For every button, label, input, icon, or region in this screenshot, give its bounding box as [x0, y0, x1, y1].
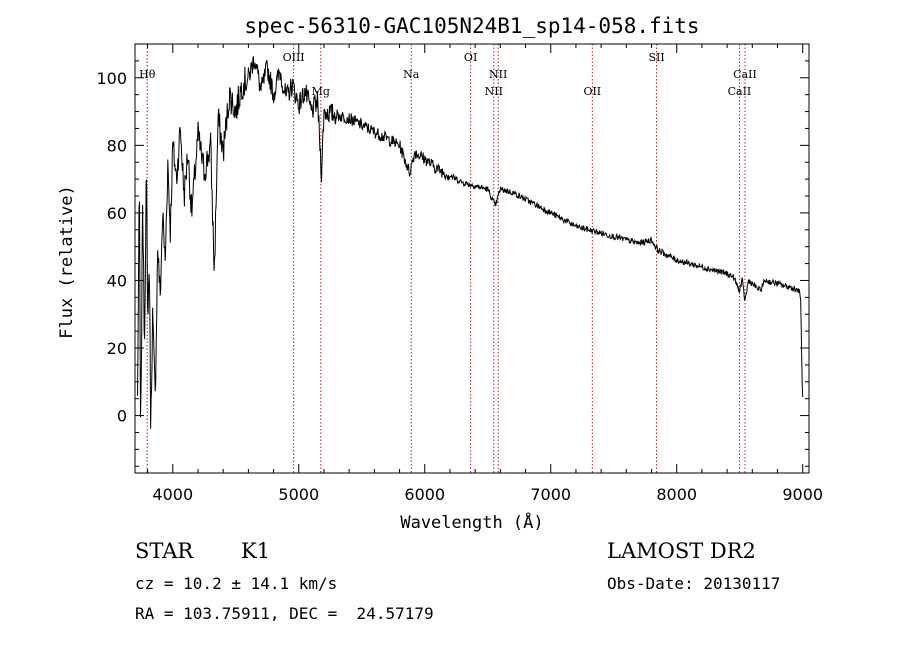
line-label: NII [485, 85, 503, 98]
line-label: CaII [728, 85, 752, 98]
x-tick-label: 6000 [404, 485, 445, 504]
line-label: Hθ [139, 68, 156, 81]
x-tick-label: 4000 [152, 485, 193, 504]
chart-title: spec-56310-GAC105N24B1_sp14-058.fits [244, 14, 699, 38]
x-tick-label: 8000 [656, 485, 697, 504]
object-subclass: K1 [241, 539, 271, 563]
x-tick-label: 7000 [530, 485, 571, 504]
axis-ticks: 4000 5000 6000 7000 8000 9000 0 20 40 60 80 100 [96, 43, 823, 504]
x-tick-label: 5000 [278, 485, 319, 504]
spectral-line-markers: Hθ OIII Mg Na OI NII NII OII SII CaII CaII [139, 44, 757, 473]
x-axis-label: Wavelength (Å) [400, 511, 543, 533]
observation-date: Obs-Date: 20130117 [607, 574, 781, 593]
line-label: OI [464, 51, 477, 64]
y-axis-label: Flux (relative) [57, 185, 77, 339]
spectrum-chart: spec-56310-GAC105N24B1_sp14-058.fits Hθ O… [57, 14, 823, 533]
line-label: OIII [283, 51, 305, 64]
object-class: STAR [135, 539, 194, 563]
line-label: Na [403, 68, 420, 81]
plot-frame [134, 43, 810, 474]
y-tick-label: 20 [107, 339, 127, 358]
redshift-velocity: cz = 10.2 ± 14.1 km/s [135, 574, 338, 593]
y-tick-label: 80 [107, 136, 127, 155]
sky-coordinates: RA = 103.75911, DEC = 24.57179 [135, 604, 434, 623]
y-tick-label: 0 [117, 407, 127, 426]
x-tick-label: 9000 [782, 485, 823, 504]
line-label: Mg [312, 85, 330, 98]
survey-name: LAMOST DR2 [607, 539, 756, 563]
line-label: CaII [733, 68, 757, 81]
line-label: SII [648, 51, 664, 64]
y-tick-label: 40 [107, 271, 127, 290]
line-label: NII [489, 68, 507, 81]
spectrum-series [137, 56, 804, 429]
y-tick-label: 100 [96, 69, 127, 88]
line-label: OII [583, 85, 601, 98]
y-tick-label: 60 [107, 204, 127, 223]
spectrum-line [137, 56, 804, 429]
